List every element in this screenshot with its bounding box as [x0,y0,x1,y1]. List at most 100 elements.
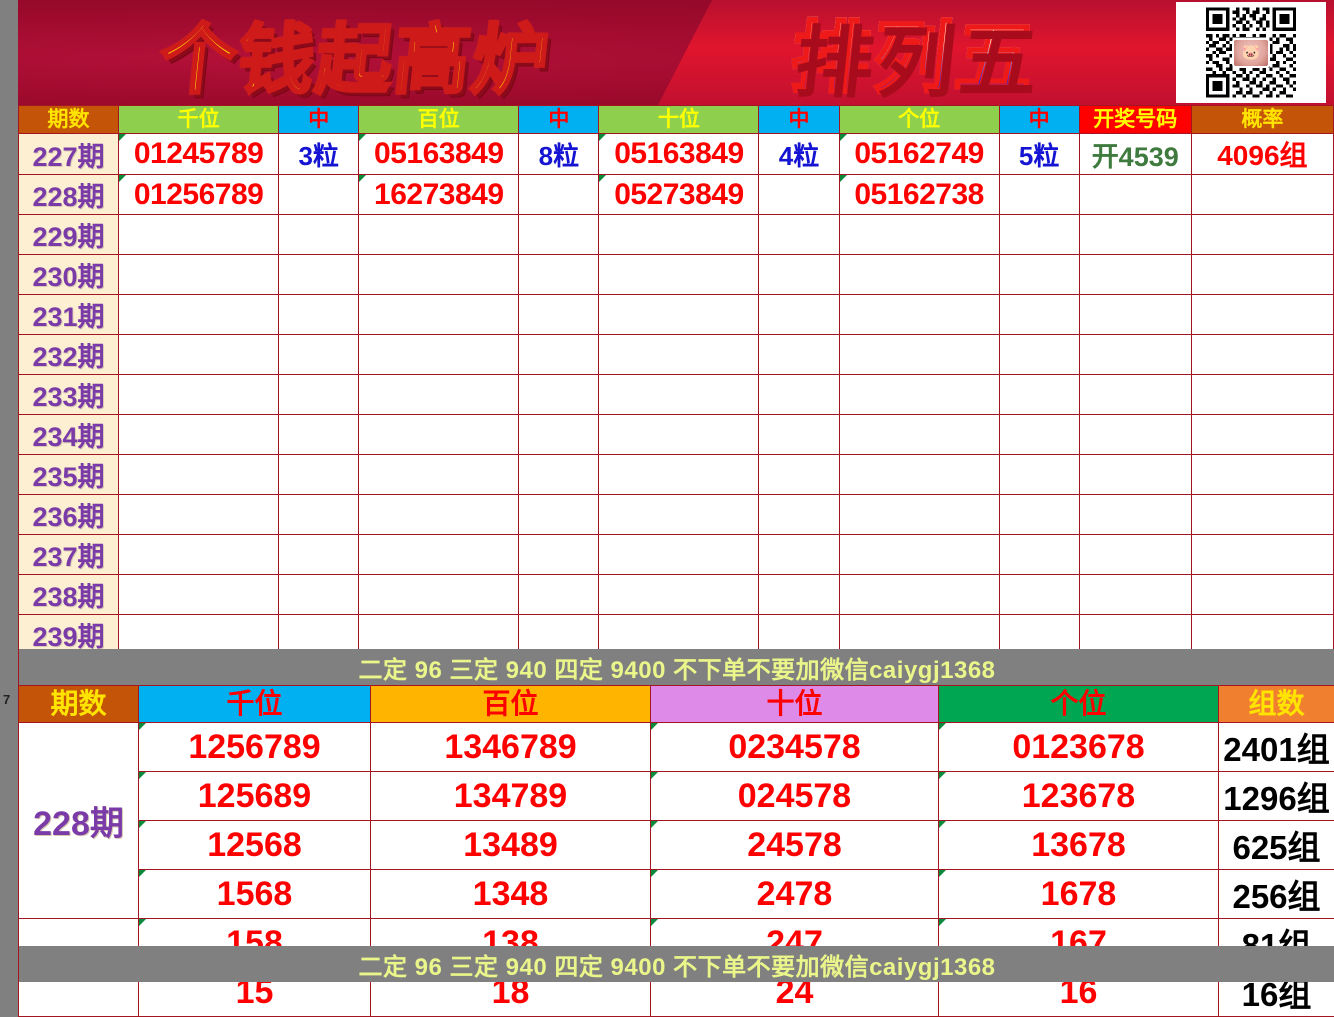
cell-prob [1191,415,1333,455]
cell-prob [1191,495,1333,535]
cell-open [1079,375,1191,415]
cell-qian [119,215,279,255]
bcol-header-shiwei: 十位 [651,686,939,723]
bcell-shi: 0234578 [651,723,939,772]
cell-shi [599,335,759,375]
bcell-bai: 134789 [371,772,651,821]
cell-shi [599,295,759,335]
header-banner: 个钱起高炉 排列五 [18,0,1334,105]
cell-period: 237期 [19,535,119,575]
bcell-bai: 1348 [371,870,651,919]
cell-shi_hit [759,575,839,615]
cell-bai_hit [519,495,599,535]
table-row[interactable]: 235期 [19,455,1334,495]
bcol-header-gewei: 个位 [939,686,1219,723]
cell-qian [119,415,279,455]
promo-banner-bottom: 二定 96 三定 940 四定 9400 不下单不要加微信caiygj1368 [18,946,1334,982]
cell-bai [359,255,519,295]
cell-bai [359,415,519,455]
cell-ge_hit [999,415,1079,455]
table-row[interactable]: 230期 [19,255,1334,295]
cell-qian_hit [279,335,359,375]
cell-shi [599,375,759,415]
table-row[interactable]: 234期 [19,415,1334,455]
qr-code[interactable]: 🐷 [1176,2,1326,103]
cell-shi_hit [759,535,839,575]
cell-period: 235期 [19,455,119,495]
bcell-shi: 024578 [651,772,939,821]
cell-qian_hit [279,575,359,615]
bcell-qian: 125689 [139,772,371,821]
cell-qian [119,335,279,375]
col-header-period: 期数 [19,106,119,134]
table-row[interactable]: 238期 [19,575,1334,615]
cell-ge_hit [999,375,1079,415]
table-row[interactable]: 231期 [19,295,1334,335]
cell-prob [1191,175,1333,215]
bcell-groups: 256组 [1219,870,1334,919]
cell-period: 233期 [19,375,119,415]
cell-shi_hit [759,495,839,535]
bcell-shi: 2478 [651,870,939,919]
bcell-ge: 123678 [939,772,1219,821]
cell-prob [1191,455,1333,495]
cell-shi_hit [759,255,839,295]
cell-qian [119,535,279,575]
bcol-header-qianwei: 千位 [139,686,371,723]
cell-open [1079,455,1191,495]
col-header-hit-shiwei: 中 [759,106,839,134]
cell-ge_hit [999,255,1079,295]
cell-period: 236期 [19,495,119,535]
table-row[interactable]: 232期 [19,335,1334,375]
cell-qian: 01256789 [119,175,279,215]
cell-qian_hit [279,215,359,255]
cell-shi_hit [759,455,839,495]
cell-shi [599,535,759,575]
cell-qian [119,575,279,615]
cell-shi_hit [759,415,839,455]
cell-period: 238期 [19,575,119,615]
table-row[interactable]: 236期 [19,495,1334,535]
table-row[interactable]: 233期 [19,375,1334,415]
bcell-groups: 625组 [1219,821,1334,870]
cell-bai_hit [519,295,599,335]
cell-shi: 05163849 [599,134,759,175]
pig-icon: 🐷 [1232,38,1270,68]
cell-open [1079,575,1191,615]
cell-open [1079,415,1191,455]
col-header-qianwei: 千位 [119,106,279,134]
cell-bai_hit: 8粒 [519,134,599,175]
cell-qian_hit [279,455,359,495]
cell-ge: 05162749 [839,134,999,175]
cell-bai_hit [519,415,599,455]
cell-bai_hit [519,335,599,375]
cell-bai [359,535,519,575]
col-header-draw-number: 开奖号码 [1079,106,1191,134]
cell-bai_hit [519,535,599,575]
cell-bai_hit [519,375,599,415]
bcell-groups: 1296组 [1219,772,1334,821]
cell-open [1079,215,1191,255]
cell-bai: 05163849 [359,134,519,175]
cell-ge_hit [999,495,1079,535]
cell-shi: 05273849 [599,175,759,215]
table-row[interactable]: 229期 [19,215,1334,255]
cell-bai [359,215,519,255]
cell-open [1079,255,1191,295]
cell-open [1079,335,1191,375]
table-row[interactable]: 237期 [19,535,1334,575]
cell-ge [839,575,999,615]
cell-ge [839,215,999,255]
cell-bai_hit [519,455,599,495]
cell-shi_hit [759,295,839,335]
cell-qian [119,455,279,495]
promo-banner-top: 二定 96 三定 940 四定 9400 不下单不要加微信caiygj1368 [18,649,1334,685]
bcell-period: 228期 [19,723,139,919]
cell-period: 231期 [19,295,119,335]
